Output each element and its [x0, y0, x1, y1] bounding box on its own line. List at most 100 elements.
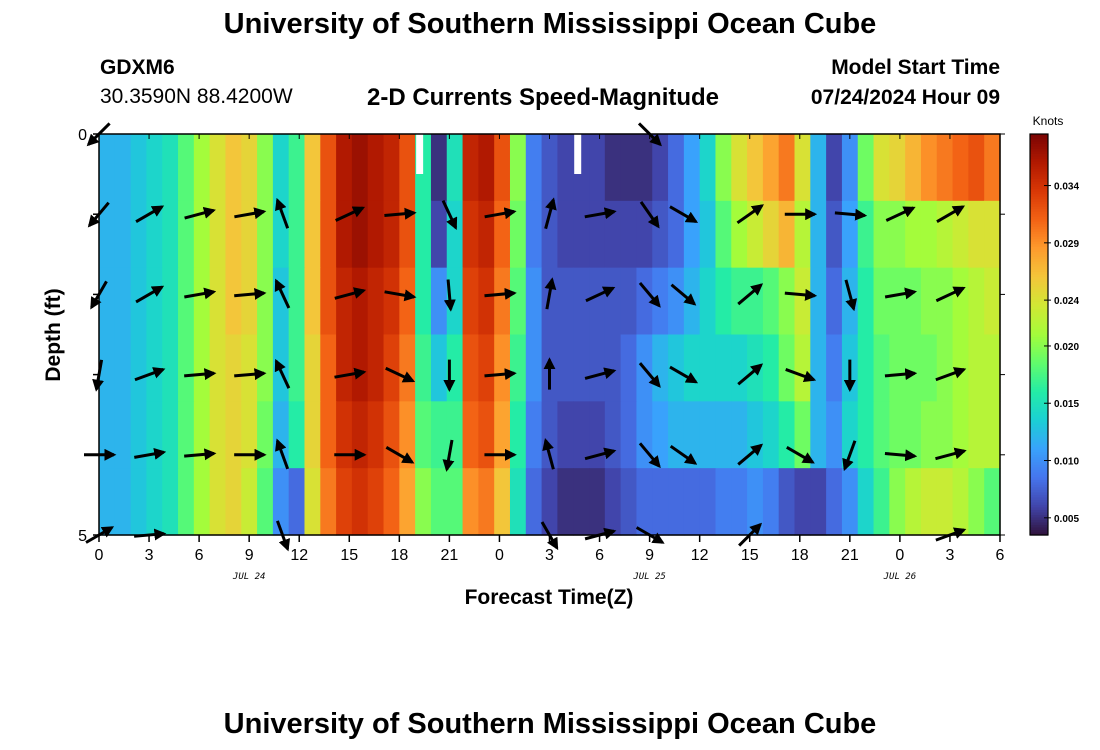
colorbar-swatch: [1030, 194, 1048, 198]
heatmap-cell: [747, 267, 764, 336]
heatmap-cell: [589, 334, 606, 402]
colorbar-swatch: [1030, 246, 1048, 250]
current-vector-arrow: [134, 367, 166, 382]
heatmap-cell: [525, 267, 543, 336]
colorbar-swatch: [1030, 507, 1048, 511]
colorbar-swatch: [1030, 209, 1048, 213]
colorbar-swatch: [1030, 264, 1048, 268]
colorbar-swatch: [1030, 174, 1048, 178]
colorbar-swatch: [1030, 161, 1048, 165]
heatmap-cell: [430, 200, 448, 269]
current-vector-arrow: [544, 277, 557, 310]
colorbar-swatch: [1030, 482, 1048, 486]
heatmap-cell: [525, 334, 543, 402]
heatmap-cell: [178, 334, 195, 402]
heatmap-cell: [636, 267, 653, 336]
heatmap-cell: [478, 200, 495, 269]
current-vector-arrow: [842, 440, 857, 472]
current-vector-arrow: [935, 447, 967, 461]
heatmap-cell: [225, 267, 242, 336]
heatmap-cell: [905, 468, 922, 536]
y-tick-label: 0: [78, 127, 87, 144]
colorbar-swatch: [1030, 306, 1048, 311]
heatmap-cell: [399, 401, 416, 469]
colorbar-swatch: [1030, 349, 1048, 353]
heatmap-cell: [430, 401, 448, 469]
x-axis-ticks: 0 3 6 9 12 15 18 21 0 3 6 9 12 15 18 21 0 3 6 JUL 24 JUL 25 J…: [95, 134, 1005, 582]
heatmap-cell: [367, 267, 385, 336]
colorbar-swatch: [1030, 316, 1048, 321]
heatmap-cell: [747, 401, 764, 469]
colorbar-swatch: [1030, 514, 1048, 519]
colorbar-swatch: [1030, 186, 1048, 190]
heatmap-cell: [857, 134, 875, 202]
colorbar-swatch: [1030, 527, 1048, 531]
heatmap-cell: [636, 134, 653, 202]
current-vector-arrow: [670, 283, 697, 306]
heatmap-cell: [336, 334, 353, 402]
heatmap-cell: [683, 468, 701, 536]
station-coordinates: 30.3590N 88.4200W: [100, 85, 293, 108]
heatmap-cell: [557, 334, 574, 402]
colorbar-swatch: [1030, 176, 1048, 180]
heatmap-cell: [272, 468, 290, 536]
colorbar-swatch: [1030, 437, 1048, 441]
heatmap-cell: [936, 401, 954, 469]
heatmap-cell: [178, 401, 195, 469]
colorbar-swatch: [1030, 321, 1048, 326]
colorbar-swatch: [1030, 414, 1048, 418]
heatmap-cell: [114, 200, 132, 269]
heatmap-cell: [272, 401, 290, 469]
colorbar-swatch: [1030, 179, 1048, 183]
heatmap-cells: [99, 134, 1001, 536]
current-vector-arrow: [184, 207, 216, 220]
colorbar-swatch: [1030, 151, 1048, 155]
heatmap-cell: [494, 334, 511, 402]
x-tick-label: 0: [495, 547, 504, 564]
colorbar-swatch: [1030, 154, 1048, 158]
colorbar-swatch: [1030, 234, 1048, 238]
colorbar-swatch: [1030, 447, 1048, 451]
heatmap-cell: [209, 134, 227, 202]
heatmap-cell: [747, 468, 764, 536]
heatmap-cell: [320, 134, 337, 202]
heatmap-cell: [509, 468, 527, 536]
colorbar-swatch: [1030, 454, 1048, 458]
colorbar-swatch: [1030, 377, 1048, 381]
heatmap-cell: [193, 401, 211, 469]
heatmap-cell: [873, 134, 890, 202]
heatmap-cell: [320, 401, 337, 469]
heatmap-cell: [478, 134, 495, 202]
heatmap-cell: [130, 334, 148, 402]
heatmap-cell: [762, 200, 780, 269]
heatmap-cell: [857, 267, 875, 336]
colorbar-swatch: [1030, 204, 1048, 208]
colorbar-swatch: [1030, 334, 1048, 338]
colorbar-swatch: [1030, 226, 1048, 230]
heatmap-cell: [415, 267, 432, 336]
colorbar-swatch: [1030, 472, 1048, 476]
current-vector-arrow: [584, 207, 617, 220]
heatmap-cell: [367, 401, 385, 469]
current-vector-arrow: [184, 368, 217, 381]
heatmap-cell: [494, 401, 511, 469]
colorbar-swatch: [1030, 439, 1048, 443]
colorbar-swatch: [1030, 412, 1048, 416]
heatmap-cell: [873, 401, 890, 469]
colorbar-swatch: [1030, 211, 1048, 215]
heatmap-cell: [351, 134, 369, 202]
colorbar-swatch: [1030, 169, 1048, 173]
heatmap-cell: [494, 468, 511, 536]
heatmap-cell: [509, 334, 527, 402]
heatmap-cell: [778, 401, 796, 469]
heatmap-cell: [984, 267, 1001, 336]
heatmap-cell: [984, 468, 1001, 536]
heatmap-cell: [541, 200, 559, 269]
heatmap-cell: [762, 267, 780, 336]
heatmap-cell: [114, 401, 132, 469]
heatmap-cell: [430, 134, 448, 202]
heatmap-cell: [130, 401, 148, 469]
colorbar-tick-label: 0.010: [1054, 457, 1079, 468]
colorbar-swatch: [1030, 231, 1048, 235]
heatmap-cell: [383, 267, 400, 336]
